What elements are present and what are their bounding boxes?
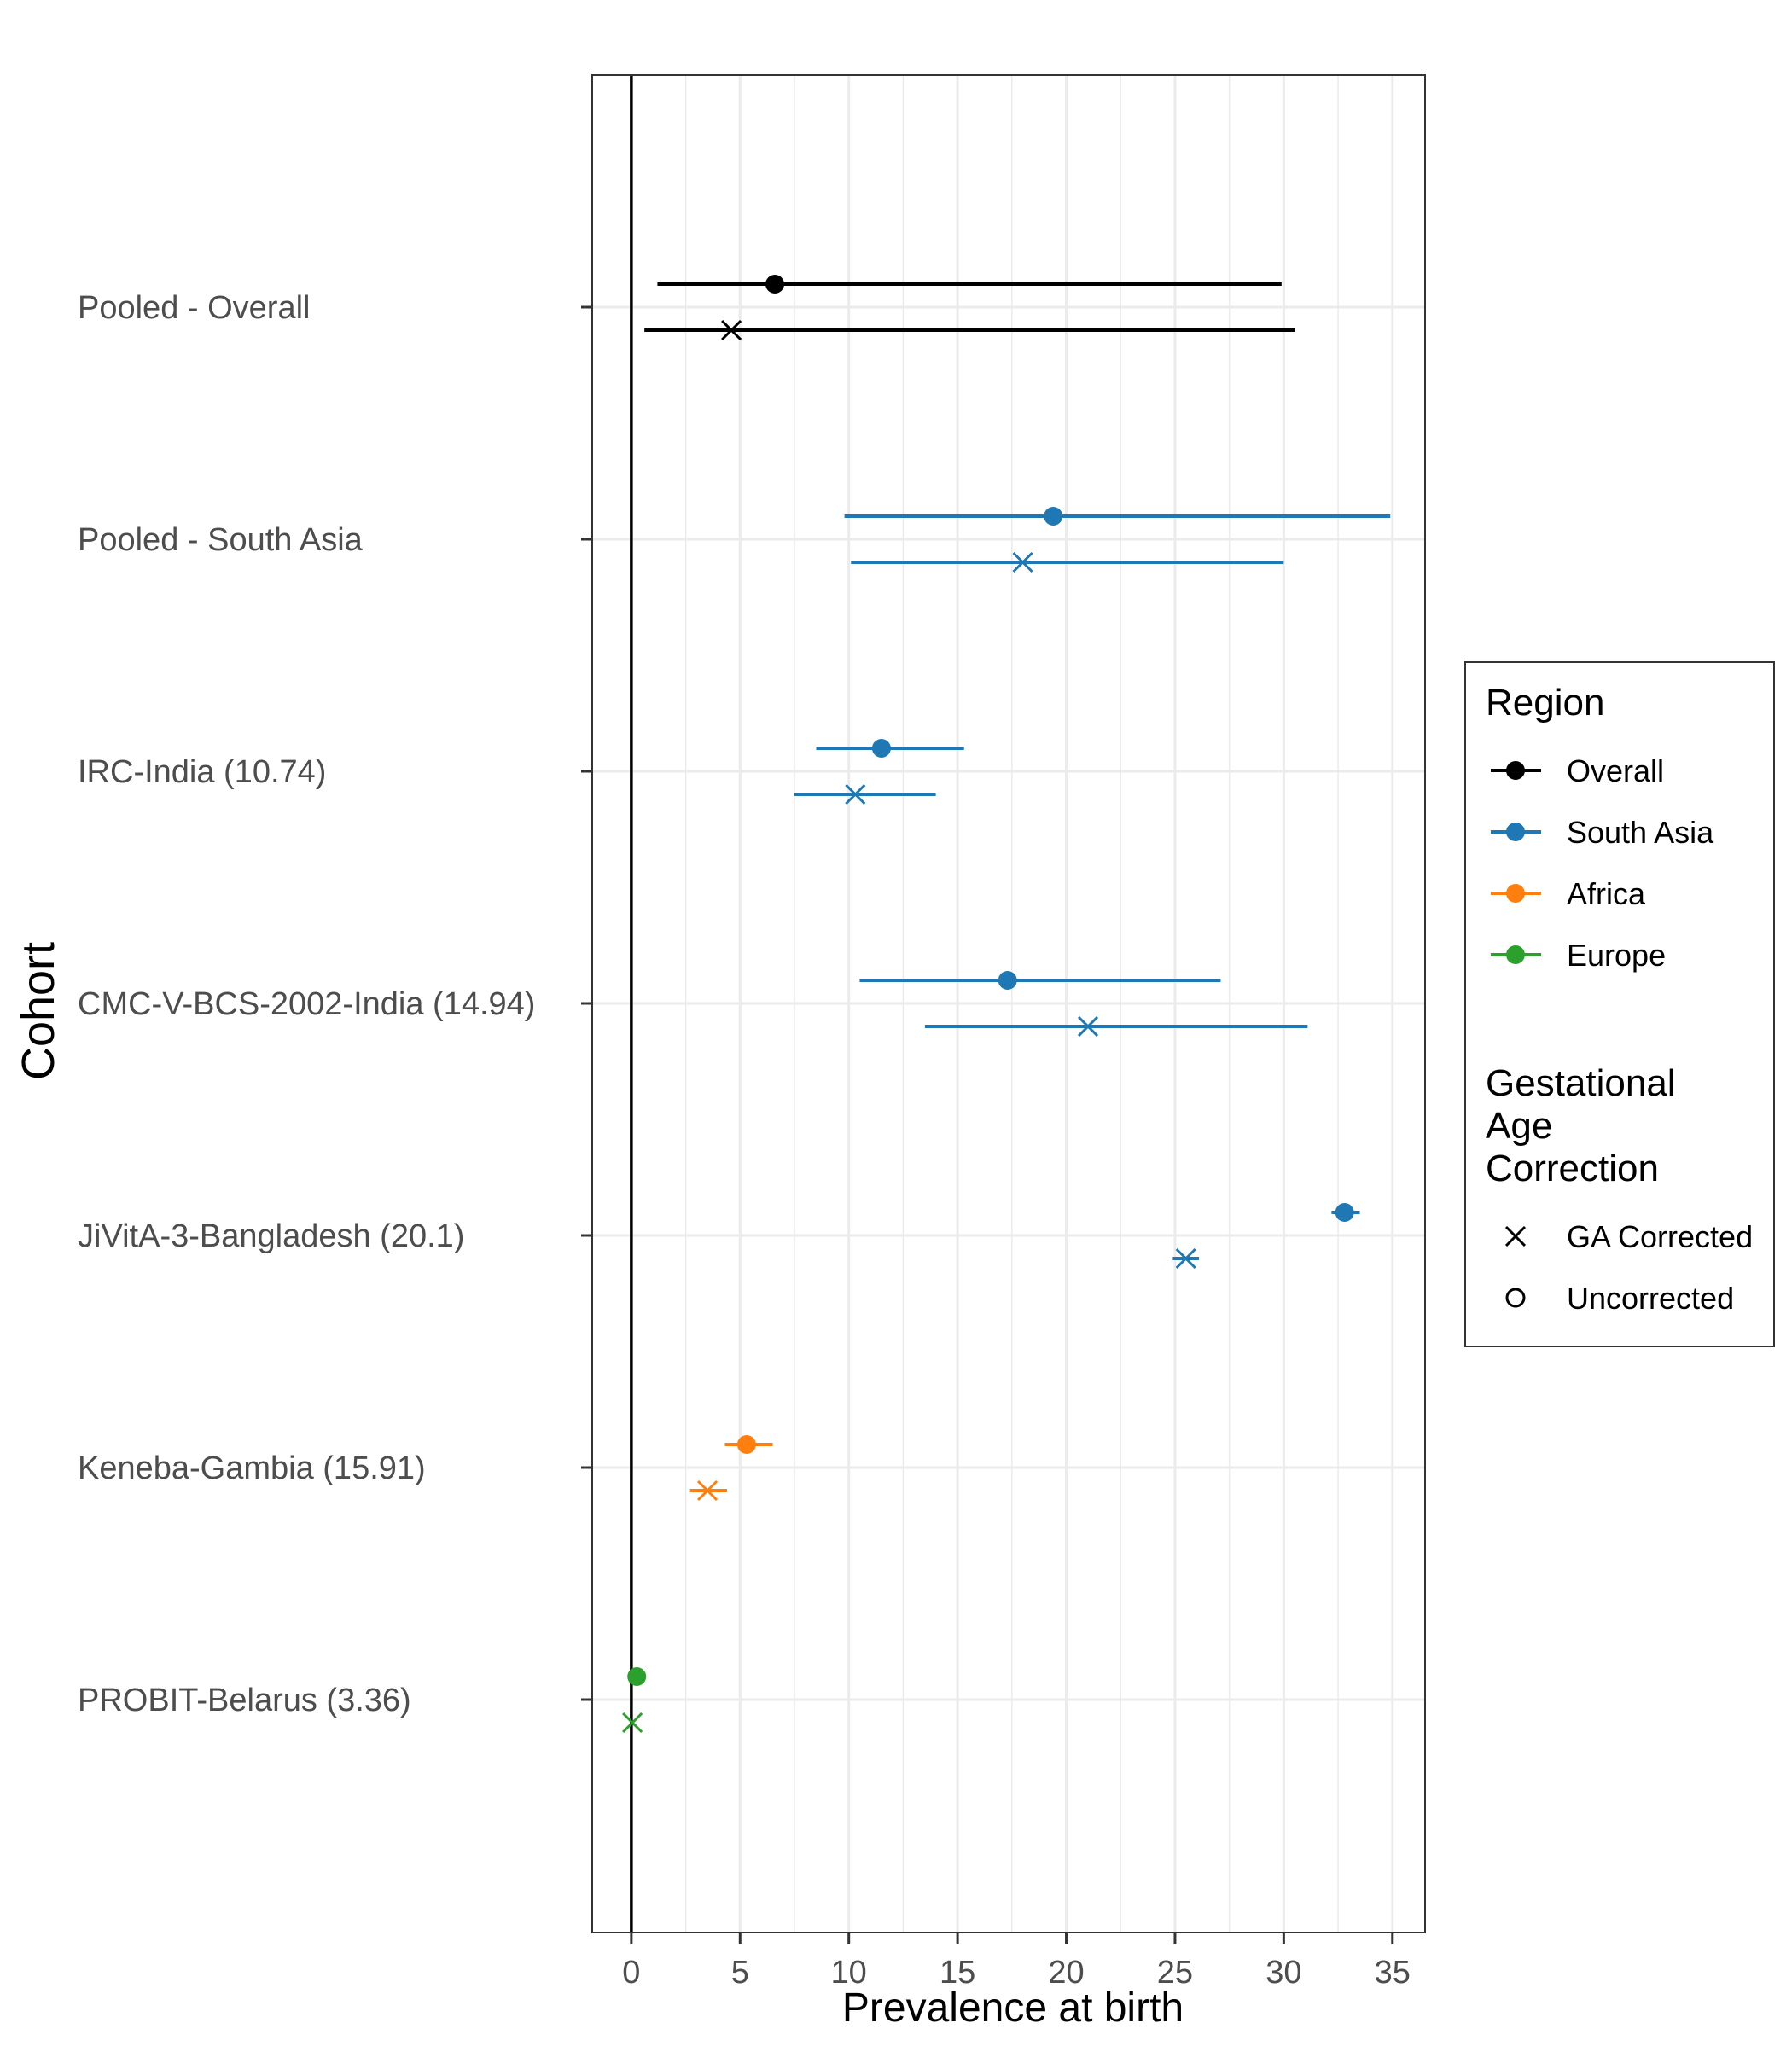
legend-title-ga: Age — [1486, 1105, 1552, 1147]
y-axis: Pooled - Overall Pooled - South Asia IRC-I… — [78, 290, 592, 1718]
legend-title-ga: Gestational — [1486, 1062, 1676, 1104]
y-tick-label: JiVitA-3-Bangladesh (20.1) — [78, 1218, 464, 1254]
point-ga-corrected — [1077, 1015, 1099, 1038]
point-uncorrected — [871, 739, 891, 758]
legend-key-point — [1506, 761, 1525, 780]
point-uncorrected — [765, 275, 785, 294]
legend-label-region: South Asia — [1567, 815, 1714, 850]
legend-label-ga: GA Corrected — [1567, 1219, 1753, 1254]
x-tick-label: 20 — [1048, 1955, 1084, 1991]
y-tick-label: Keneba-Gambia (15.91) — [78, 1450, 426, 1486]
legend-label-ga: Uncorrected — [1567, 1281, 1734, 1316]
point-uncorrected — [998, 971, 1017, 990]
legend-label-region: Overall — [1567, 753, 1664, 788]
point-uncorrected — [1044, 507, 1063, 526]
y-tick-label: Pooled - Overall — [78, 290, 310, 326]
y-tick-label: PROBIT-Belarus (3.36) — [78, 1683, 411, 1718]
x-axis-title: Prevalence at birth — [842, 1985, 1184, 2031]
point-ga-corrected — [721, 319, 742, 341]
legend: Region Overall South Asia Africa Europe Gesta… — [1464, 661, 1775, 1347]
legend-key-x — [1504, 1225, 1527, 1247]
y-tick-label: CMC-V-BCS-2002-India (14.94) — [78, 986, 535, 1022]
point-ga-corrected — [1012, 551, 1033, 573]
x-tick-label: 35 — [1375, 1955, 1411, 1991]
x-tick-label: 5 — [731, 1955, 749, 1991]
x-tick-label: 0 — [622, 1955, 640, 1991]
x-tick-label: 15 — [940, 1955, 975, 1991]
y-axis-title: Cohort — [13, 942, 64, 1080]
legend-title-ga: Correction — [1486, 1148, 1659, 1189]
point-uncorrected — [1335, 1203, 1354, 1222]
point-uncorrected — [736, 1435, 756, 1454]
y-tick-label: Pooled - South Asia — [78, 522, 364, 558]
x-axis: 0 5 10 15 20 25 30 35 — [622, 1933, 1411, 1991]
y-tick-label: IRC-India (10.74) — [78, 754, 326, 790]
legend-key-point — [1506, 945, 1525, 964]
x-tick-label: 10 — [831, 1955, 867, 1991]
legend-key-point — [1506, 884, 1525, 903]
x-tick-label: 30 — [1265, 1955, 1301, 1991]
point-ga-corrected — [845, 783, 866, 805]
legend-title-region: Region — [1486, 682, 1604, 724]
legend-key-circle — [1505, 1288, 1526, 1308]
data-marks — [622, 275, 1391, 1734]
point-ga-corrected — [622, 1712, 643, 1734]
legend-label-region: Africa — [1567, 876, 1646, 911]
legend-key-point — [1506, 823, 1525, 841]
point-uncorrected — [627, 1667, 647, 1686]
legend-label-region: Europe — [1567, 938, 1666, 973]
point-ga-corrected — [1175, 1247, 1196, 1270]
point-ga-corrected — [696, 1479, 719, 1502]
x-tick-label: 25 — [1157, 1955, 1193, 1991]
